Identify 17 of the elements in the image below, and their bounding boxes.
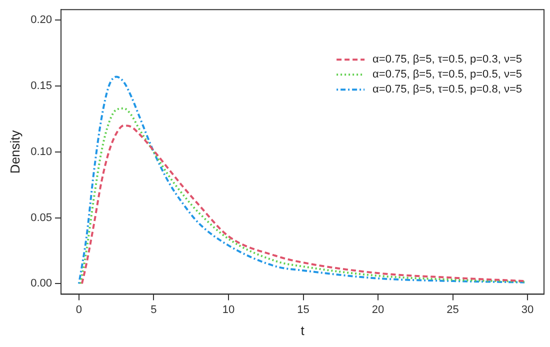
y-tick-label: 0.00 [30, 278, 52, 290]
x-tick-label: 10 [222, 304, 235, 316]
x-tick-label: 25 [446, 304, 459, 316]
legend-label: α=0.75, β=5, τ=0.5, p=0.5, ν=5 [372, 68, 522, 81]
x-tick-label: 5 [150, 304, 157, 316]
x-tick-label: 15 [297, 304, 310, 316]
legend-label: α=0.75, β=5, τ=0.5, p=0.8, ν=5 [372, 84, 522, 96]
x-axis-title: t [300, 322, 305, 338]
x-tick-label: 20 [372, 304, 384, 316]
y-tick-label: 0.05 [30, 212, 52, 224]
x-tick-label: 0 [76, 304, 82, 316]
x-tick-label: 30 [521, 304, 534, 316]
y-axis-title: Density [7, 130, 22, 174]
y-tick-label: 0.15 [30, 80, 52, 92]
legend-label: α=0.75, β=5, τ=0.5, p=0.3, ν=5 [372, 54, 522, 66]
y-tick-label: 0.10 [30, 146, 52, 158]
y-tick-label: 0.20 [30, 14, 52, 26]
